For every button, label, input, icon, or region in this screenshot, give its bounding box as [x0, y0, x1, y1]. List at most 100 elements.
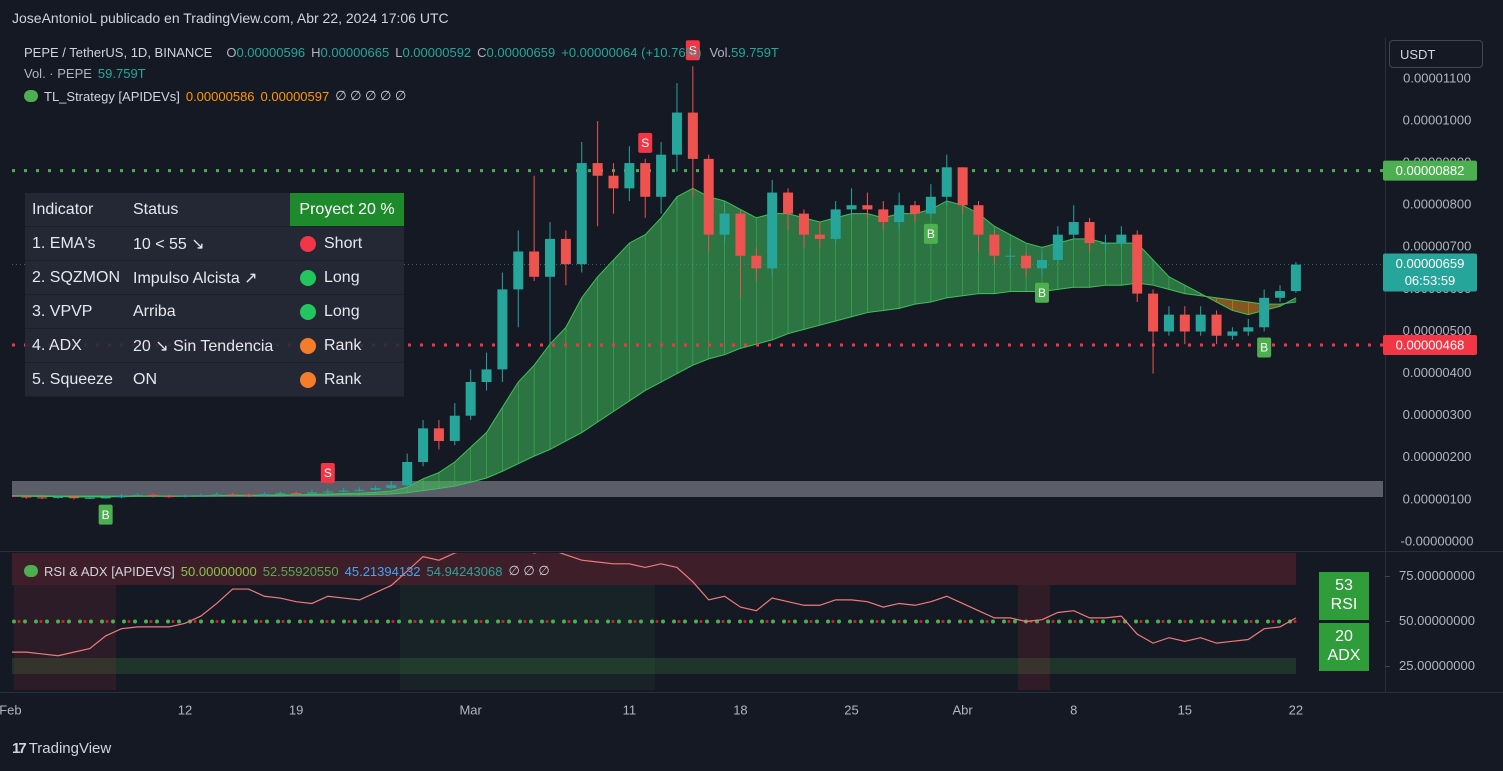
- candle-body: [862, 205, 873, 210]
- symbol: PEPE / TetherUS, 1D, BINANCE: [24, 45, 213, 60]
- rsi-legend: RSI & ADX [APIDEVS] 50.00000000 52.559205…: [24, 563, 550, 579]
- candle-body: [116, 495, 127, 498]
- icon: [24, 90, 38, 102]
- rsi-legend-value: ∅ ∅ ∅: [508, 563, 550, 578]
- x-tick-label: 8: [1070, 702, 1077, 717]
- candle-body: [767, 192, 778, 269]
- ema-cloud: [882, 213, 900, 311]
- candle-body: [814, 234, 825, 239]
- header-cell: Indicator: [32, 200, 94, 218]
- cell: 5. Squeeze: [32, 370, 113, 388]
- candle-body: [1227, 331, 1238, 336]
- signal-label: B: [1038, 286, 1046, 300]
- legend-value: 0.00000596: [236, 45, 306, 60]
- x-tick-label: 12: [178, 702, 192, 717]
- candle-body: [370, 488, 381, 490]
- candle-body: [497, 289, 508, 370]
- legend-key: O: [226, 45, 237, 60]
- y-tick-label: 0.00000100: [1403, 491, 1472, 506]
- candle-body: [465, 382, 476, 416]
- candle-body: [164, 496, 175, 498]
- x-tick-label: Feb: [0, 702, 22, 717]
- y-tick-label: -0.00000000: [1400, 533, 1473, 548]
- signal-marker: [1034, 282, 1049, 303]
- volume-value: 59.759T: [731, 45, 779, 60]
- rsi-title: RSI & ADX [APIDEVS]: [44, 563, 175, 579]
- signal-marker: [923, 223, 938, 244]
- x-tick-label: 19: [289, 702, 303, 717]
- indicator-value: 0.00000586: [185, 88, 255, 104]
- tag-name: RSI: [1331, 596, 1358, 613]
- signal: Long: [324, 302, 360, 320]
- legend-key: C: [477, 45, 487, 60]
- table-header: Indicator Status Proyect 20 %: [25, 193, 404, 227]
- currency-button[interactable]: USDT: [1389, 40, 1483, 68]
- change: +0.00000064 (+10.76%): [561, 45, 702, 60]
- candle-body: [100, 497, 111, 499]
- zone-tint: [1018, 585, 1050, 690]
- volume-key: Vol. · PEPE: [24, 66, 92, 81]
- candle-body: [846, 205, 857, 210]
- candle-body: [989, 234, 1000, 256]
- cell: Long: [290, 261, 404, 294]
- candle-body: [180, 495, 190, 497]
- signal-marker: [638, 132, 653, 153]
- volume-legend: Vol. · PEPE 59.759T: [24, 66, 146, 81]
- ema-cloud: [851, 213, 868, 318]
- candle-body: [1163, 314, 1174, 332]
- x-tick-label: Mar: [459, 702, 482, 717]
- candle-body: [1068, 222, 1079, 235]
- ema-cloud: [1105, 242, 1122, 286]
- candle-body: [910, 205, 921, 214]
- legend-value: 0.00000592: [402, 45, 472, 60]
- signal: Rank: [324, 370, 362, 388]
- status-dot: [300, 235, 316, 252]
- header-cell: Status: [133, 200, 179, 218]
- tag-value: 20: [1335, 628, 1353, 645]
- indicator-name: TL_Strategy [APIDEVs]: [44, 88, 180, 104]
- candle-body: [433, 428, 444, 441]
- status-dot: [300, 303, 316, 320]
- y-tick-label: 0.00000300: [1403, 407, 1472, 422]
- y-tick-label: 0.00000800: [1403, 197, 1472, 212]
- candle-body: [354, 489, 365, 491]
- candle-body: [1290, 264, 1301, 292]
- volume-value: 59.759T: [97, 66, 146, 81]
- legend-key: L: [395, 45, 403, 60]
- candle-body: [481, 369, 492, 383]
- x-tick-label: 22: [1289, 702, 1303, 717]
- indicator-legend: TL_Strategy [APIDEVs] 0.00000586 0.00000…: [24, 88, 406, 104]
- cell: ON: [133, 370, 157, 388]
- candle-body: [941, 167, 952, 197]
- candle-body: [1100, 243, 1111, 245]
- level-label: 0.00000882: [1396, 163, 1465, 178]
- rsi-legend-value: 52.55920550: [262, 563, 339, 579]
- cell: 20 ↘ Sin Tendencia: [133, 337, 274, 355]
- candle-body: [1195, 314, 1206, 332]
- cell: 3. VPVP: [32, 302, 93, 320]
- cell: 10 < 55 ↘: [133, 235, 205, 253]
- candle-body: [322, 491, 333, 493]
- last-price-tag: [1383, 253, 1477, 292]
- candle-body: [306, 492, 317, 494]
- candle-body: [592, 163, 603, 176]
- y-tick-label: 0.00001000: [1403, 112, 1472, 127]
- status-dot: [300, 269, 316, 286]
- signal-label: S: [324, 466, 332, 480]
- rsi-legend-value: 45.21394132: [344, 563, 421, 579]
- candle-body: [878, 209, 889, 223]
- ema-cloud: [660, 195, 678, 383]
- candle-body: [338, 490, 349, 492]
- signal-label: B: [1260, 341, 1268, 355]
- candle-body: [1211, 314, 1222, 336]
- candle-body: [671, 112, 682, 155]
- candle-body: [1036, 259, 1047, 269]
- candle-body: [957, 167, 968, 206]
- countdown: 06:53:59: [1405, 273, 1456, 288]
- candle-body: [402, 462, 413, 486]
- candle-body: [195, 495, 206, 497]
- zone-tint: [14, 585, 116, 690]
- x-tick-label: 11: [623, 702, 637, 717]
- candle-body: [1132, 234, 1143, 294]
